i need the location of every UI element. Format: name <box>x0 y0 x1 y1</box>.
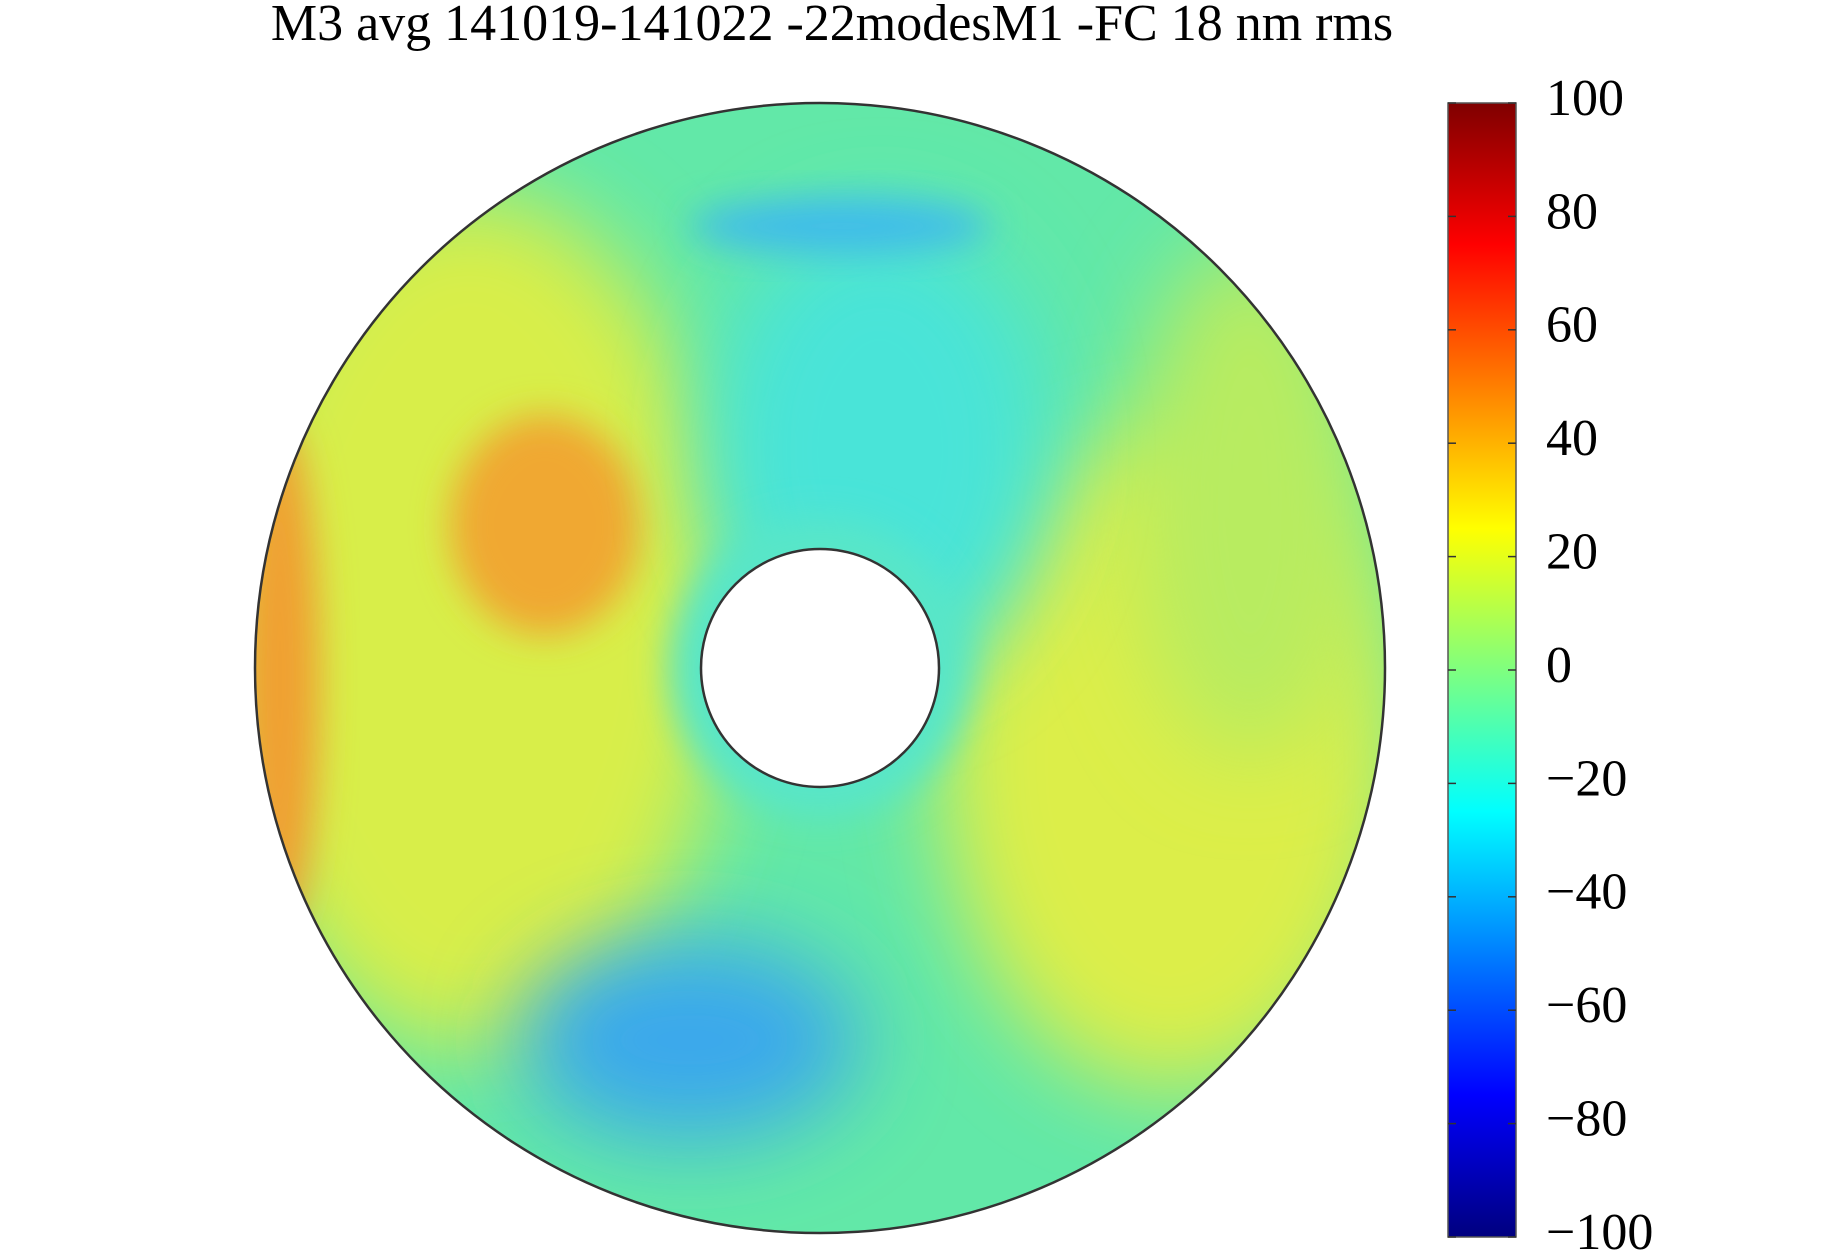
colorbar-tick-label: −40 <box>1546 864 1627 921</box>
chart-title: M3 avg 141019-141022 -22modesM1 -FC 18 n… <box>271 0 1393 52</box>
colorbar-tick-label: −100 <box>1546 1204 1653 1258</box>
colorbar-tick-label: −60 <box>1546 977 1627 1034</box>
outer-edge <box>253 101 1387 1235</box>
inner-edge <box>699 547 941 789</box>
colorbar-tick-label: 0 <box>1546 637 1572 694</box>
colorbar-tick-label: 20 <box>1546 524 1598 581</box>
colorbar-tick-label: −20 <box>1546 750 1627 807</box>
colorbar-tick-label: 60 <box>1546 297 1598 354</box>
colorbar-tick-label: −80 <box>1546 1091 1627 1148</box>
colorbar <box>1447 102 1517 1238</box>
colorbar-tick-label: 40 <box>1546 410 1598 467</box>
colorbar-tick-label: 80 <box>1546 183 1598 240</box>
colorbar-tick-label: 100 <box>1546 70 1624 127</box>
